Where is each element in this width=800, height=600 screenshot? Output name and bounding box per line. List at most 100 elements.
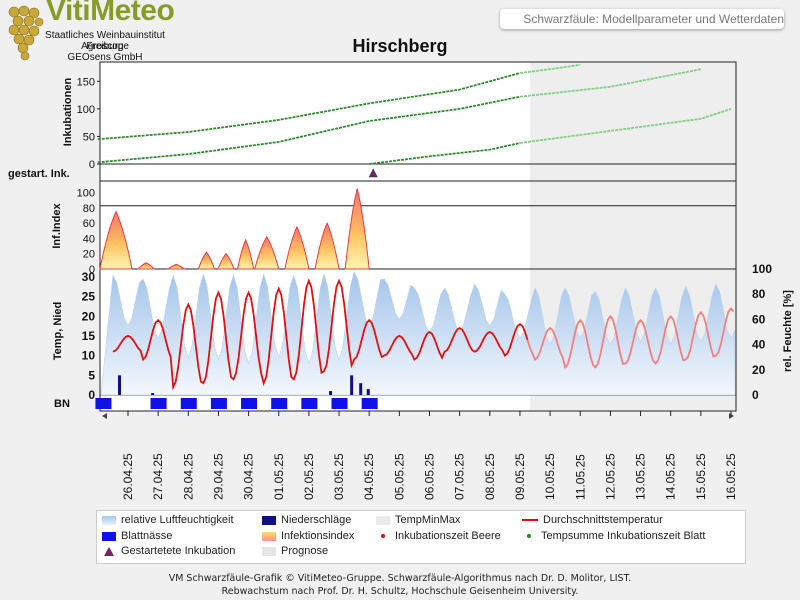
legend-started-incubation-label: Gestartetete Inkubation: [121, 545, 236, 557]
leaf-wetness-segment: [361, 398, 378, 409]
index-ytick: 40: [83, 233, 95, 245]
date-tick-label: 30.04.25: [242, 453, 256, 500]
date-tick-label: 08.05.25: [483, 453, 497, 500]
forecast-shade-2: [529, 181, 736, 269]
index-ytick: 100: [77, 187, 95, 199]
forecast-shade-4: [529, 395, 736, 411]
legend-infection-index: Infektionsindex: [262, 530, 354, 542]
index-ytick: 0: [89, 264, 95, 276]
index-ytick: 20: [83, 249, 95, 261]
berry-dot-icon: [381, 534, 385, 539]
started-incubation-marker: [368, 168, 378, 178]
date-tick-label: 10.05.25: [543, 453, 557, 500]
weather-ytick-right: 60: [752, 312, 766, 326]
incubation-ytick: 0: [89, 159, 95, 171]
infection-index-peak: [217, 252, 235, 270]
date-tick-label: 29.04.25: [211, 453, 225, 500]
leaf-wetness-swatch-icon: [102, 531, 116, 541]
weather-ytick-right: 0: [752, 388, 759, 402]
incubation-ytick: 150: [77, 76, 95, 88]
leaf-wetness-segment: [180, 398, 197, 409]
page-title-box: [500, 9, 784, 29]
infection-index-peak: [197, 251, 216, 270]
weather-ytick-right: 80: [752, 287, 766, 301]
leaf-wetness-segment: [210, 398, 227, 409]
leaf-wetness-segment: [331, 398, 348, 409]
legend-humidity-label: relative Luftfeuchtigkeit: [121, 514, 234, 526]
date-tick-label: 11.05.25: [573, 454, 587, 500]
date-tick-label: 09.05.25: [513, 453, 527, 500]
index-ytick: 60: [83, 218, 95, 230]
leaf-dot-icon: [527, 534, 531, 539]
forecast-swatch-icon: [262, 546, 276, 556]
legend-tempminmax-label: TempMinMax: [395, 514, 461, 526]
legend-tempminmax: TempMinMax: [376, 514, 460, 526]
weather-ytick-left: 10: [82, 349, 96, 363]
legend-started-incubation: Gestartetete Inkubation: [102, 545, 235, 557]
brand-logo: VitiMeteo: [46, 0, 175, 27]
legend-rain: Niederschläge: [262, 514, 351, 526]
date-tick-label: 15.05.25: [694, 453, 708, 500]
index-ytick: 80: [83, 203, 95, 215]
incubation-forecast-line: [519, 68, 702, 98]
incubation-forecast-line: [519, 108, 732, 144]
infection-index-peak: [99, 210, 133, 270]
precipitation-bar: [329, 391, 333, 395]
avg-temp-line-icon: [522, 519, 538, 522]
tempminmax-swatch-icon: [376, 515, 390, 525]
page-title: Schwarzfäule: Modellparameter und Wetter…: [523, 12, 784, 26]
incubation-forecast-line: [519, 63, 581, 74]
infection-index-peak: [344, 188, 370, 270]
leaf-wetness-segment: [301, 398, 318, 409]
legend-avg-temp: Durchschnittstemperatur: [522, 514, 663, 526]
date-tick-label: 26.04.25: [121, 453, 135, 500]
rain-swatch-icon: [262, 515, 276, 525]
weather-ytick-right: 100: [752, 262, 772, 276]
incubation-ytick: 100: [77, 104, 95, 116]
date-tick-label: 16.05.25: [724, 453, 738, 500]
weather-ytick-left: 5: [88, 368, 95, 382]
precipitation-bar: [359, 383, 363, 395]
footer-line-1: VM Schwarzfäule-Grafik © VitiMeteo-Grupp…: [168, 573, 632, 584]
legend: [96, 510, 746, 564]
legend-rain-label: Niederschläge: [281, 514, 352, 526]
date-tick-label: 27.04.25: [151, 453, 165, 500]
scroll-left-icon: [102, 413, 107, 419]
triangle-icon: [104, 546, 114, 556]
infection-index-peak: [314, 221, 340, 270]
legend-humidity: relative Luftfeuchtigkeit: [102, 514, 234, 526]
date-tick-label: 14.05.25: [664, 453, 678, 500]
forecast-shade-1: [529, 164, 736, 181]
avg-temperature-forecast-line: [526, 306, 735, 370]
institution-1: Staatliches Weinbauinstitut Freiburg: [45, 30, 165, 52]
forecast-shade-0: [529, 62, 736, 164]
grape-logo: [8, 5, 44, 61]
incubation-line: [97, 95, 521, 164]
incubation-ytick: 50: [83, 131, 95, 143]
leaf-wetness-segment: [241, 398, 258, 409]
infection-index-peak: [237, 238, 255, 270]
date-tick-label: 12.05.25: [603, 453, 617, 500]
leaf-wetness-segment: [95, 398, 112, 409]
institution-2: Agroscope: [81, 41, 129, 52]
footer-line-2: Rebwachstum nach Prof. Dr. H. Schultz, H…: [221, 586, 579, 597]
chart-canvas: 0501001500204060801000510152025300204060…: [77, 61, 772, 500]
avg-temperature-line: [112, 278, 529, 391]
legend-leaf-wetness-label: Blattnässe: [121, 530, 173, 542]
leaf-wetness-segment: [271, 398, 288, 409]
infection-index-swatch-icon: [262, 531, 276, 541]
date-tick-label: 28.04.25: [181, 453, 195, 500]
date-tick-label: 03.05.25: [332, 453, 346, 500]
date-tick-label: 04.05.25: [362, 453, 376, 500]
precipitation-bar: [350, 375, 354, 395]
legend-infection-index-label: Infektionsindex: [281, 530, 355, 542]
weather-ytick-left: 15: [82, 329, 96, 343]
legend-berry-incubation-label: Inkubationszeit Beere: [395, 530, 501, 542]
weather-ytick-left: 30: [82, 270, 96, 284]
precipitation-bar: [366, 389, 370, 395]
date-tick-label: 13.05.25: [634, 453, 648, 500]
precipitation-bar: [151, 393, 155, 395]
infection-index-peak: [284, 225, 310, 270]
infection-index-peak: [136, 262, 156, 270]
legend-forecast-label: Prognose: [281, 545, 329, 557]
